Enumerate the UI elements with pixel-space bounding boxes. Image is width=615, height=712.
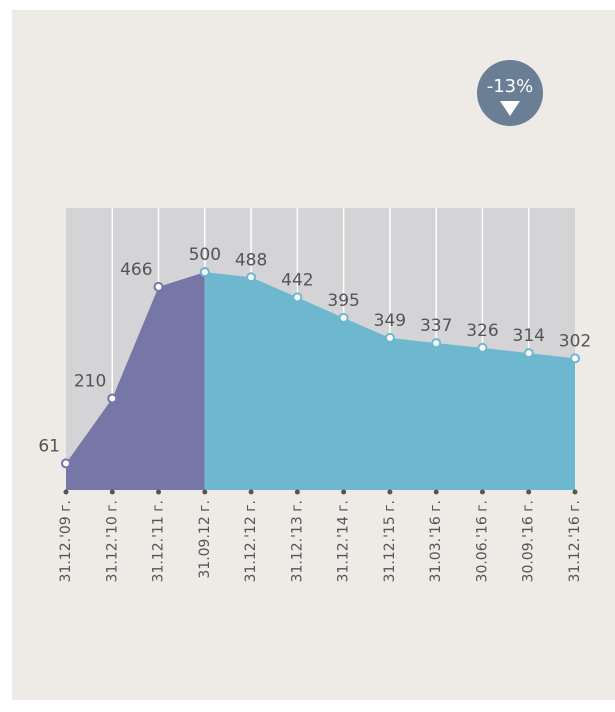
x-tick-label: 31.12.'15 г.	[382, 500, 398, 582]
badge-text: -13%	[487, 76, 534, 97]
x-tick	[341, 489, 347, 495]
x-tick	[526, 489, 532, 495]
value-label: 442	[281, 270, 313, 290]
x-tick-label: 31.12.'10 г.	[104, 500, 120, 582]
badge-circle	[477, 60, 543, 126]
badge-arrow	[500, 101, 520, 116]
value-label: 326	[466, 321, 498, 341]
point	[338, 312, 349, 323]
x-tick-label: 31.12.'09 г.	[58, 500, 74, 582]
value-label: 349	[374, 311, 406, 331]
point	[292, 292, 303, 303]
value-label: 395	[327, 291, 359, 311]
area	[66, 272, 205, 490]
value-label: 314	[513, 326, 545, 346]
x-tick-label: 31.12.'16 г.	[567, 500, 583, 582]
x-tick	[202, 489, 208, 495]
point	[246, 272, 257, 283]
x-tick	[479, 489, 485, 495]
x-tick	[433, 489, 439, 495]
x-tick-label: 31.12.'13 г.	[289, 500, 305, 582]
point	[199, 267, 210, 278]
point	[61, 458, 71, 469]
badge: -13%	[477, 60, 543, 126]
point	[523, 348, 534, 359]
x-tick	[294, 489, 300, 495]
value-label: 500	[189, 245, 221, 265]
point	[107, 393, 118, 404]
value-label: 61	[38, 436, 60, 456]
x-tick-label: 31.09.12 г.	[197, 500, 213, 579]
value-label: 488	[235, 250, 267, 270]
point	[153, 281, 164, 292]
x-tick-label: 31.03.'16 г.	[428, 500, 444, 582]
x-tick	[572, 489, 578, 495]
value-label: 466	[120, 260, 152, 280]
point	[570, 353, 580, 364]
value-label: 302	[559, 331, 591, 351]
area	[204, 272, 575, 490]
x-tick-label: 31.12.'11 г.	[151, 500, 167, 582]
value-label: 210	[74, 371, 106, 391]
x-tick	[109, 489, 115, 495]
value-label: 337	[420, 316, 452, 336]
x-tick	[248, 489, 254, 495]
x-tick-label: 30.06.'16 г.	[474, 500, 490, 582]
x-tick-label: 30.09.'16 г.	[521, 500, 537, 582]
x-tick	[387, 489, 393, 495]
x-tick	[156, 489, 162, 495]
x-tick-label: 31.12.'12 г.	[243, 500, 259, 582]
point	[477, 342, 488, 353]
point	[431, 338, 442, 349]
point	[384, 332, 395, 343]
x-tick-label: 31.12.'14 г.	[336, 500, 352, 582]
x-tick	[63, 489, 69, 495]
